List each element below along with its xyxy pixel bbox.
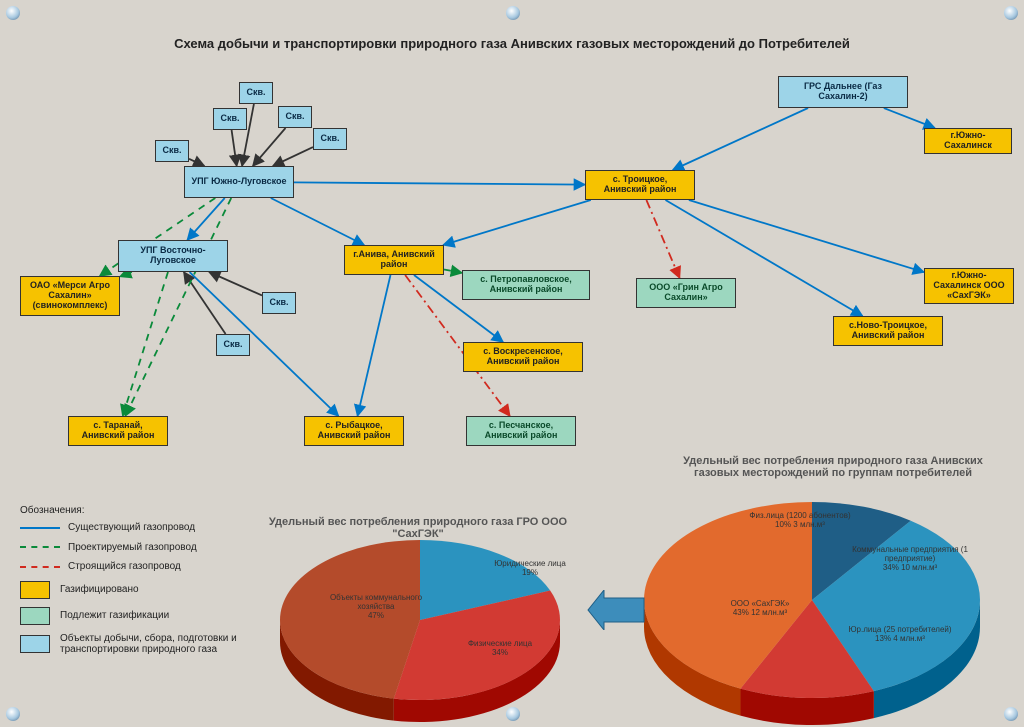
legend-item: Газифицировано	[20, 581, 250, 599]
edge	[184, 272, 226, 334]
pie-slice-label: Юр.лица (25 потребителей)13% 4 млн.м³	[840, 626, 960, 644]
screw-icon	[1004, 6, 1018, 20]
node-skv4: Скв.	[313, 128, 347, 150]
edge	[646, 200, 679, 278]
node-rybatskoe: с. Рыбацкое, Анивский район	[304, 416, 404, 446]
legend-item: Проектируемый газопровод	[20, 542, 250, 554]
screw-icon	[1004, 707, 1018, 721]
node-petropavl: с. Петропавловское, Анивский район	[462, 270, 590, 300]
edge	[294, 182, 585, 184]
node-aniva: г.Анива, Анивский район	[344, 245, 444, 275]
edge	[673, 108, 808, 170]
pie-slice-label: Физ.лица (1200 абонентов)10% 3 млн.м³	[740, 512, 860, 530]
node-skv3: Скв.	[278, 106, 312, 128]
screw-icon	[506, 707, 520, 721]
edge	[123, 272, 168, 416]
node-skv7: Скв.	[216, 334, 250, 356]
edge	[232, 130, 237, 166]
node-taranai: с. Таранай, Анивский район	[68, 416, 168, 446]
node-ys_sakhgek: г.Южно-Сахалинск ООО «СахГЭК»	[924, 268, 1014, 304]
edge	[189, 159, 204, 166]
pie-slice-label: Коммунальные предприятия (1 предприятие)…	[850, 546, 970, 572]
edge	[444, 269, 462, 272]
node-skv5: Скв.	[155, 140, 189, 162]
pie-slice-label: Физические лица34%	[440, 640, 560, 658]
node-ys1: г.Южно-Сахалинск	[924, 128, 1012, 154]
node-upg_vl: УПГ Восточно-Луговское	[118, 240, 228, 272]
node-skv2: Скв.	[213, 108, 247, 130]
node-troitskoe: с. Троицкое, Анивский район	[585, 170, 695, 200]
node-skv1: Скв.	[239, 82, 273, 104]
edge	[120, 272, 132, 277]
edge	[884, 108, 935, 128]
legend-item: Существующий газопровод	[20, 522, 250, 534]
edge	[271, 198, 364, 245]
edge	[443, 200, 591, 245]
screw-icon	[6, 6, 20, 20]
legend: Обозначения: Существующий газопровод Прое…	[20, 505, 250, 664]
node-voskresensk: с. Воскресенское, Анивский район	[463, 342, 583, 372]
edge	[209, 272, 262, 295]
pie-slice-label: ООО «СахГЭК»43% 12 млн.м³	[700, 600, 820, 618]
edge	[187, 198, 224, 240]
legend-title: Обозначения:	[20, 505, 250, 516]
pie-slice-label: Юридические лица19%	[470, 560, 590, 578]
node-grin_agro: ООО «Грин Агро Сахалин»	[636, 278, 736, 308]
pie-slice-label: Объекты коммунального хозяйства47%	[316, 594, 436, 620]
diagram-title: Схема добычи и транспортировки природног…	[0, 36, 1024, 51]
node-skv6: Скв.	[262, 292, 296, 314]
edge	[689, 200, 924, 272]
edge	[125, 198, 231, 416]
screw-icon	[6, 707, 20, 721]
node-upg_yl: УПГ Южно-Луговское	[184, 166, 294, 198]
screw-icon	[506, 6, 520, 20]
node-peschansk: с. Песчанское, Анивский район	[466, 416, 576, 446]
legend-item: Объекты добычи, сбора, подготовки и тран…	[20, 633, 250, 656]
node-grs: ГРС Дальнее (Газ Сахалин-2)	[778, 76, 908, 108]
legend-item: Строящийся газопровод	[20, 561, 250, 573]
edge	[358, 275, 391, 416]
node-novo_troitsk: с.Ново-Троицкое, Анивский район	[833, 316, 943, 346]
legend-item: Подлежит газификации	[20, 607, 250, 625]
arrow-between-pies-icon	[586, 590, 646, 630]
node-mersi: ОАО «Мерси Агро Сахалин» (свинокомплекс)	[20, 276, 120, 316]
edge	[273, 147, 313, 166]
edge	[253, 128, 286, 166]
